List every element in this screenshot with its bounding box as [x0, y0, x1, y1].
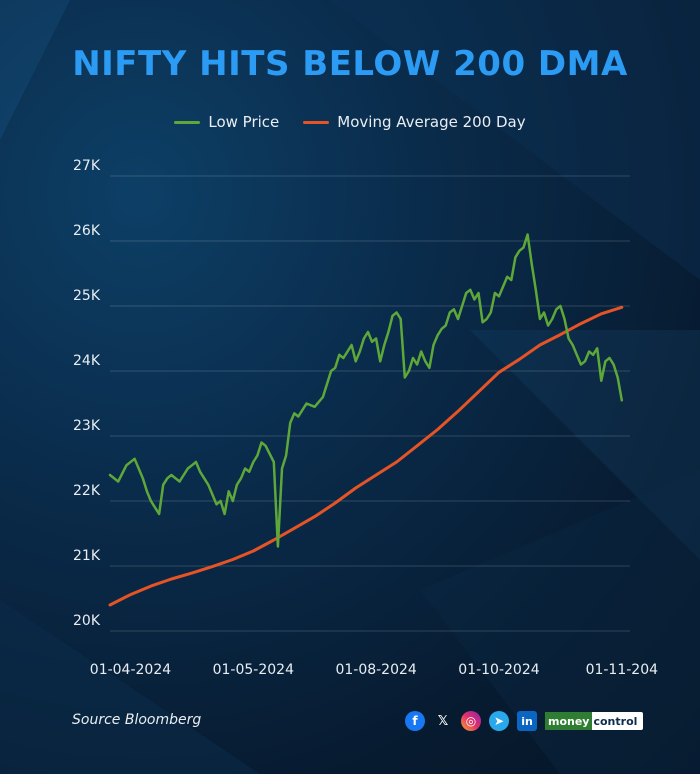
legend-swatch-low-price [174, 120, 201, 124]
y-tick-label: 27K [73, 158, 101, 174]
y-tick-label: 25K [73, 288, 101, 304]
x-tick-label: 01-08-2024 [335, 662, 416, 678]
chart-title: NIFTY HITS BELOW 200 DMA [72, 44, 628, 84]
legend: Low Price Moving Average 200 Day [0, 113, 700, 131]
legend-swatch-moving-average [303, 120, 330, 124]
x-tick-label: 01-04-2024 [90, 662, 171, 678]
moneycontrol-logo[interactable]: money control [545, 712, 644, 730]
series-line-low-price [108, 233, 624, 548]
legend-item-low-price: Low Price [174, 113, 279, 131]
legend-item-moving-average: Moving Average 200 Day [303, 113, 526, 131]
x-tick-label: 01-11-204 [586, 662, 659, 678]
y-tick-label: 24K [73, 353, 101, 369]
x-icon[interactable]: 𝕏 [437, 713, 449, 729]
gridlines [110, 175, 630, 632]
x-tick-label: 01-10-2024 [458, 662, 539, 678]
logo-text-control: control [593, 714, 638, 728]
telegram-icon[interactable]: ➤ [489, 711, 509, 731]
x-tick-label: 01-05-2024 [213, 662, 294, 678]
instagram-icon[interactable]: ◎ [461, 711, 481, 731]
series-lines [108, 233, 624, 607]
y-tick-label: 26K [73, 223, 101, 239]
linkedin-icon[interactable]: in [517, 711, 537, 731]
y-tick-label: 22K [73, 483, 101, 499]
legend-label-moving-average: Moving Average 200 Day [337, 113, 526, 131]
series-line-moving-average-200-day [108, 305, 624, 607]
logo-text-money: money [545, 712, 593, 730]
y-axis-ticks: 20K 21K 22K 23K 24K 25K 26K 27K [73, 158, 101, 629]
x-axis-ticks: 01-04-2024 01-05-2024 01-08-2024 01-10-2024… [90, 662, 658, 678]
y-tick-label: 21K [73, 548, 101, 564]
social-bar: f 𝕏 ◎ ➤ in money control [405, 711, 644, 731]
legend-label-low-price: Low Price [208, 113, 280, 131]
source-note: Source Bloomberg [72, 712, 202, 728]
y-tick-label: 23K [73, 418, 101, 434]
facebook-icon[interactable]: f [405, 711, 425, 731]
y-tick-label: 20K [73, 613, 101, 629]
